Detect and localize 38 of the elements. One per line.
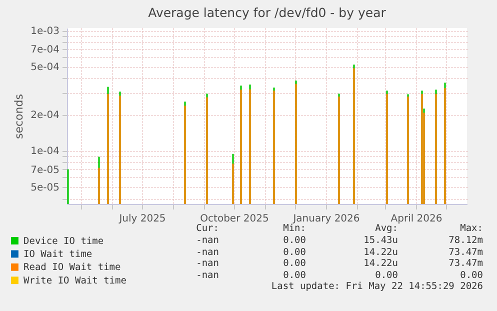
x-tick-label: October 2025 (200, 214, 269, 224)
text: 73.47m (448, 258, 483, 269)
text: 0.00 (283, 270, 306, 280)
y-tick-label: 7e-04 (30, 44, 60, 56)
text: 73.47m (448, 246, 483, 258)
x-tick-label: April 2026 (390, 214, 442, 224)
text: 0.00 (283, 258, 306, 269)
text: 0.00 (283, 235, 306, 246)
text: Max: (460, 223, 483, 234)
text: 0.00 (283, 246, 306, 258)
legend-label: IO Wait time (24, 248, 92, 260)
x-tick-label: January 2026 (292, 214, 360, 224)
text: 0.00 (460, 270, 483, 280)
text: Cur: (196, 223, 219, 234)
text: Min: (283, 223, 306, 234)
text: Avg: (375, 223, 398, 234)
y-axis-title: seconds (12, 94, 26, 139)
y-tick-label: 7e-05 (30, 164, 60, 176)
text: 14.22u (364, 246, 398, 258)
text: Last update: Fri May 22 14:55:29 2026 (271, 281, 483, 292)
text: 0.00 (375, 270, 398, 280)
legend-label: Read IO Wait time (24, 262, 122, 274)
text: -nan (196, 258, 219, 269)
text: 15.43u (364, 235, 398, 246)
x-tick-label: July 2025 (118, 214, 166, 224)
y-tick-label: 2e-04 (30, 110, 60, 122)
text: -nan (196, 270, 219, 280)
text: -nan (196, 235, 219, 246)
y-tick-label: 1e-03 (30, 26, 60, 38)
y-tick-label: 5e-05 (30, 182, 60, 194)
legend-label: Device IO time (24, 236, 104, 247)
y-tick-label: 1e-04 (30, 146, 60, 158)
legend-label: Write IO Wait time (24, 275, 127, 286)
y-tick-label: 5e-04 (30, 62, 60, 74)
text: 78.12m (448, 235, 483, 246)
chart-title: Average latency for /dev/fd0 - by year (148, 5, 387, 20)
text: -nan (196, 246, 219, 258)
text: 14.22u (364, 258, 398, 269)
